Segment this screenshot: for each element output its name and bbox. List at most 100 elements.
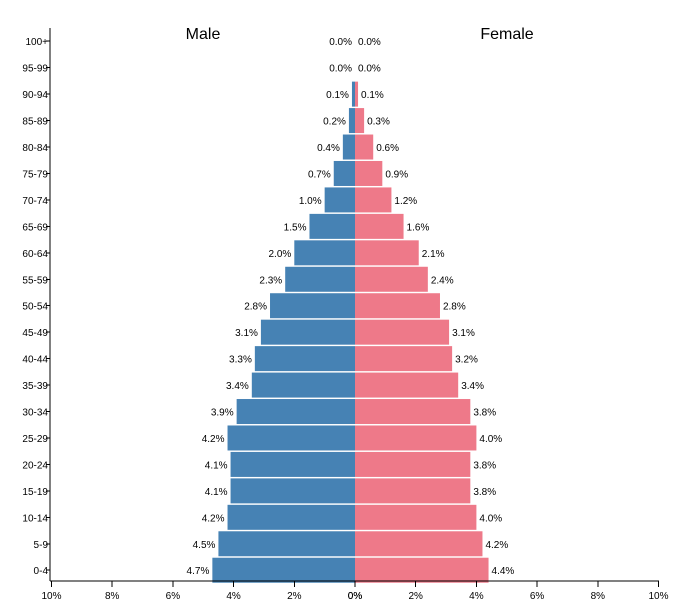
female-value-label: 2.1% bbox=[422, 249, 445, 260]
male-bar bbox=[324, 187, 355, 213]
male-bar bbox=[260, 319, 355, 345]
female-bar bbox=[355, 319, 450, 345]
male-value-label: 0.7% bbox=[308, 169, 331, 180]
male-bar bbox=[227, 425, 355, 451]
female-bar bbox=[355, 240, 419, 266]
male-bar bbox=[251, 372, 355, 398]
male-value-label: 1.5% bbox=[284, 222, 307, 233]
male-value-label: 3.9% bbox=[211, 408, 234, 419]
female-value-label: 3.8% bbox=[473, 408, 496, 419]
age-group-axis: 0-4 5-9 10-14 15-19 20-24 25-29 30-34 35-39 40-4… bbox=[22, 28, 51, 581]
female-bar bbox=[355, 266, 428, 292]
male-value-label: 4.7% bbox=[187, 566, 210, 577]
age-group-label: 35-39 bbox=[22, 381, 48, 392]
male-value-label: 4.2% bbox=[202, 434, 225, 445]
female-bar bbox=[355, 160, 383, 186]
age-group-label: 40-44 bbox=[22, 355, 48, 366]
female-value-label: 4.4% bbox=[492, 566, 515, 577]
male-value-label: 2.3% bbox=[259, 275, 282, 286]
female-value-label: 3.8% bbox=[473, 487, 496, 498]
age-group-label: 10-14 bbox=[22, 513, 48, 524]
age-group-label: 60-64 bbox=[22, 249, 48, 260]
bars-group bbox=[212, 81, 489, 583]
male-value-label: 4.5% bbox=[193, 540, 216, 551]
age-group-label: 80-84 bbox=[22, 143, 48, 154]
male-value-label: 4.1% bbox=[205, 487, 228, 498]
x-tick-label: 0% bbox=[348, 591, 363, 602]
age-group-label: 45-49 bbox=[22, 328, 48, 339]
age-group-label: 85-89 bbox=[22, 117, 48, 128]
male-bar bbox=[230, 478, 355, 504]
x-tick-label: 0% bbox=[348, 591, 363, 602]
age-group-label: 0-4 bbox=[34, 566, 49, 577]
female-bar bbox=[355, 425, 477, 451]
female-value-label: 0.0% bbox=[358, 64, 381, 75]
female-bar bbox=[355, 478, 471, 504]
age-group-label: 20-24 bbox=[22, 460, 48, 471]
x-tick-label: 10% bbox=[41, 591, 61, 602]
x-tick-label: 8% bbox=[105, 591, 120, 602]
female-bar bbox=[355, 346, 453, 372]
x-tick-label: 6% bbox=[530, 591, 545, 602]
female-bar bbox=[355, 504, 477, 530]
female-value-label: 3.1% bbox=[452, 328, 475, 339]
percent-axis: 10% 8% 6% 4% 2% 0%0% 2% 4% 6% 8% 10% bbox=[41, 580, 669, 602]
female-value-label: 0.9% bbox=[385, 169, 408, 180]
male-value-label: 2.0% bbox=[269, 249, 292, 260]
male-bar bbox=[236, 399, 355, 425]
age-group-label: 95-99 bbox=[22, 64, 48, 75]
female-bar bbox=[355, 531, 483, 557]
male-value-label: 0.4% bbox=[317, 143, 340, 154]
male-value-label: 0.0% bbox=[329, 64, 352, 75]
female-value-label: 1.2% bbox=[394, 196, 417, 207]
female-value-label: 4.0% bbox=[479, 513, 502, 524]
female-value-label: 4.2% bbox=[485, 540, 508, 551]
female-bar bbox=[355, 108, 365, 134]
female-value-label: 1.6% bbox=[407, 222, 430, 233]
male-bar bbox=[309, 213, 355, 239]
female-bar bbox=[355, 557, 489, 583]
male-bar bbox=[342, 134, 355, 160]
female-value-label: 0.3% bbox=[367, 117, 390, 128]
male-bar bbox=[212, 557, 355, 583]
age-group-label: 5-9 bbox=[34, 540, 49, 551]
female-bar bbox=[355, 399, 471, 425]
female-bar bbox=[355, 134, 374, 160]
age-group-label: 100+ bbox=[25, 37, 48, 48]
female-series-title: Female bbox=[480, 26, 533, 43]
age-group-label: 55-59 bbox=[22, 275, 48, 286]
female-bar bbox=[355, 187, 392, 213]
x-tick-label: 4% bbox=[469, 591, 484, 602]
female-value-label: 2.8% bbox=[443, 302, 466, 313]
female-value-label: 2.4% bbox=[431, 275, 454, 286]
male-value-label: 0.2% bbox=[323, 117, 346, 128]
male-value-label: 3.4% bbox=[226, 381, 249, 392]
female-bar bbox=[355, 451, 471, 477]
female-bar bbox=[355, 81, 359, 107]
age-group-label: 50-54 bbox=[22, 302, 48, 313]
male-bar bbox=[351, 81, 355, 107]
female-value-label: 3.8% bbox=[473, 460, 496, 471]
male-value-label: 1.0% bbox=[299, 196, 322, 207]
female-bar bbox=[355, 293, 440, 319]
x-tick-label: 10% bbox=[648, 591, 668, 602]
male-bar bbox=[254, 346, 355, 372]
male-bar bbox=[285, 266, 355, 292]
age-group-label: 15-19 bbox=[22, 487, 48, 498]
age-group-label: 65-69 bbox=[22, 222, 48, 233]
age-group-label: 30-34 bbox=[22, 408, 48, 419]
male-value-label: 0.1% bbox=[326, 90, 349, 101]
x-tick-label: 4% bbox=[226, 591, 241, 602]
male-series-title: Male bbox=[186, 26, 221, 43]
bar-labels-group: 4.7% 4.4% 4.5% 4.2% 4.2% 4.0% 4.1% 3.8% 4.1% 3.8%… bbox=[187, 37, 515, 577]
male-bar bbox=[227, 504, 355, 530]
x-tick-label: 8% bbox=[591, 591, 606, 602]
female-bar bbox=[355, 372, 459, 398]
male-bar bbox=[270, 293, 355, 319]
age-group-label: 70-74 bbox=[22, 196, 48, 207]
female-bar bbox=[355, 213, 404, 239]
male-value-label: 3.3% bbox=[229, 355, 252, 366]
female-value-label: 3.4% bbox=[461, 381, 484, 392]
x-tick-label: 2% bbox=[287, 591, 302, 602]
